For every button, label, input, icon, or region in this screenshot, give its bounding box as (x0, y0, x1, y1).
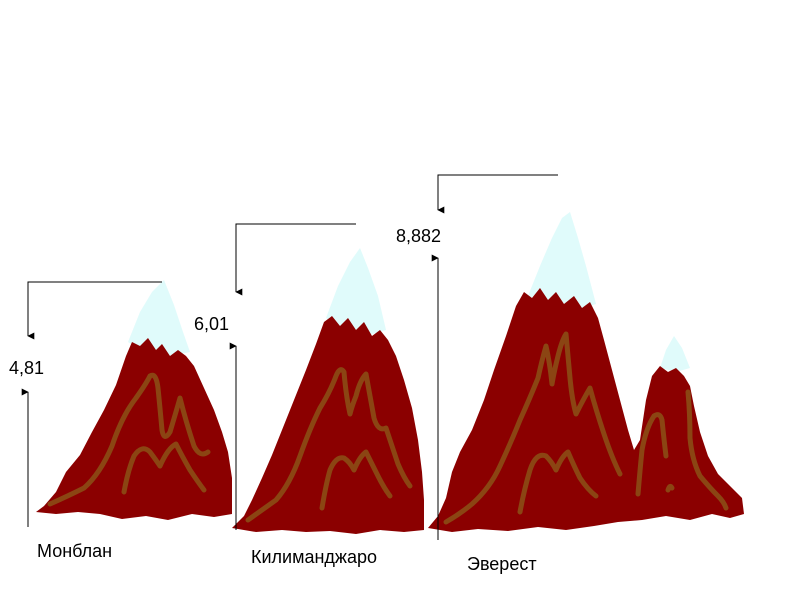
kilimanjaro-snowcap (326, 248, 386, 336)
mountain-kilimanjaro (232, 248, 424, 534)
height-indicator-montblanc (21, 281, 162, 527)
montblanc-top-arrow (27, 281, 162, 340)
everest-top-arrow (437, 174, 558, 214)
everest-name-label: Эверест (467, 554, 537, 574)
everest-height-label: 8,882 (396, 226, 442, 246)
kilimanjaro-top-arrow (235, 223, 356, 296)
mountain-montblanc (36, 280, 232, 520)
montblanc-height-label: 4,81 (9, 358, 45, 378)
height-indicator-everest (431, 174, 558, 540)
montblanc-body (36, 338, 232, 520)
everest-body (428, 288, 744, 532)
everest-secondary-snowcap (660, 336, 690, 372)
kilimanjaro-height-label: 6,01 (194, 314, 230, 334)
montblanc-snowcap (128, 280, 190, 356)
kilimanjaro-body (232, 316, 424, 534)
height-indicator-kilimanjaro (229, 223, 356, 530)
montblanc-name-label: Монблан (37, 541, 113, 561)
mountain-everest (428, 212, 744, 532)
everest-snowcap (528, 212, 596, 310)
kilimanjaro-name-label: Килиманджаро (251, 547, 377, 567)
